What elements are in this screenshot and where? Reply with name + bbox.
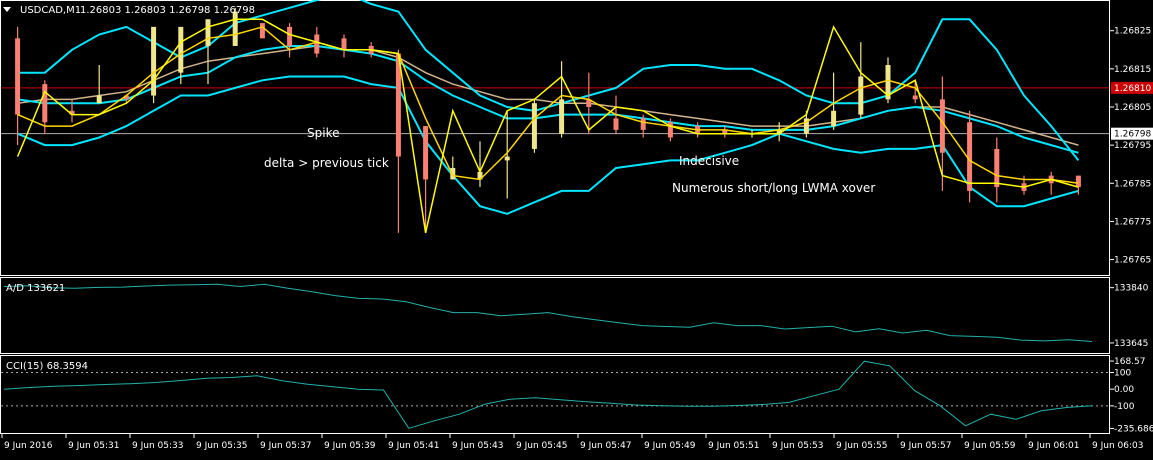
candle-body [913, 96, 918, 100]
price-tick-label: 1.26775 [1114, 217, 1151, 227]
candle-body [967, 122, 972, 191]
time-tick-label: 9 Jun 05:41 [388, 441, 439, 451]
cci-line [4, 361, 1092, 428]
candle-body [940, 99, 945, 152]
price-tick-label: 1.26765 [1114, 256, 1151, 266]
cci-label: CCI(15) 68.3594 [6, 361, 88, 372]
time-tick-label: 9 Jun 05:55 [836, 441, 887, 451]
candle-body [994, 149, 999, 187]
time-tick-label: 9 Jun 05:31 [68, 441, 119, 451]
candle-body [314, 35, 319, 54]
panel-menu-icon[interactable] [3, 7, 11, 12]
cci-panel-frame [1, 356, 1110, 434]
price-marker-label-1: 1.26798 [1114, 130, 1151, 140]
candle-body [858, 76, 863, 114]
cci-panel[interactable]: CCI(15) 68.3594 168.57 100 0.00 -100 -235.68… [1, 356, 1153, 435]
candle-body [450, 168, 455, 179]
candle-body [831, 111, 836, 126]
bollinger-middle-line [18, 46, 1079, 153]
ad-panel[interactable]: A/D 133621 133840 133645 [1, 278, 1149, 354]
candle-body [559, 99, 564, 133]
time-tick-label: 9 Jun 06:01 [1028, 441, 1079, 451]
time-tick-label: 9 Jun 05:57 [900, 441, 951, 451]
candle-body [42, 84, 47, 122]
ad-panel-frame [1, 278, 1110, 354]
price-axis: 1.26765 1.26775 1.26785 1.26795 1.26805 1.268… [1110, 27, 1153, 266]
candle-body [178, 27, 183, 73]
cci-tick-label: -100 [1114, 402, 1135, 412]
price-tick-label: 1.26815 [1114, 65, 1151, 75]
candle-body [151, 27, 156, 96]
candle-body [1076, 176, 1081, 187]
time-tick-label: 9 Jun 05:53 [772, 441, 823, 451]
cci-tick-label: -235.6865 [1114, 424, 1153, 434]
annotation-indecisive-title: Indecisive [679, 154, 739, 168]
ad-tick-label: 133645 [1114, 339, 1148, 349]
lwma-fast-line [18, 19, 1079, 233]
annotation-spike-note: delta > previous tick [264, 156, 389, 170]
time-tick-label: 9 Jun 2016 [4, 441, 53, 451]
price-tick-label: 1.26825 [1114, 27, 1151, 37]
annotation-spike-title: Spike [307, 126, 339, 140]
cci-tick-label: 168.57 [1114, 357, 1146, 367]
candle-body [505, 157, 510, 161]
cci-axis: 168.57 100 0.00 -100 -235.6865 [1110, 357, 1153, 434]
time-tick-label: 9 Jun 05:35 [196, 441, 247, 451]
candle-body [614, 118, 619, 129]
annotation-indecisive-note: Numerous short/long LWMA xover [672, 181, 875, 195]
ad-tick-label: 133840 [1114, 284, 1149, 294]
ad-axis: 133840 133645 [1110, 284, 1149, 349]
price-tick-label: 1.26795 [1114, 141, 1151, 151]
time-tick-label: 9 Jun 05:37 [260, 441, 311, 451]
candle-body [233, 12, 238, 46]
time-tick-label: 9 Jun 05:39 [324, 441, 376, 451]
cci-tick-label: 0.00 [1114, 385, 1134, 395]
time-tick-label: 9 Jun 05:59 [964, 441, 1016, 451]
price-tick-label: 1.26785 [1114, 179, 1151, 189]
symbol-label: USDCAD,M1 [20, 5, 81, 16]
candle-body [287, 27, 292, 46]
candle-body [641, 118, 646, 129]
time-tick-label: 9 Jun 05:43 [452, 441, 503, 451]
candle-body [342, 38, 347, 49]
time-tick-label: 9 Jun 05:45 [516, 441, 567, 451]
bollinger-upper-line [18, 0, 1079, 160]
price-panel[interactable]: 1.26765 1.26775 1.26785 1.26795 1.26805 1.268… [1, 0, 1153, 275]
ad-label: A/D 133621 [6, 283, 65, 294]
candle-body [97, 96, 102, 104]
time-tick-label: 9 Jun 05:33 [132, 441, 183, 451]
price-tick-label: 1.26805 [1114, 103, 1151, 113]
time-axis: 9 Jun 2016 9 Jun 05:31 9 Jun 05:33 9 Jun 05… [2, 434, 1143, 451]
price-marker-label-0: 1.26810 [1114, 84, 1151, 94]
time-tick-label: 9 Jun 05:47 [580, 441, 631, 451]
time-tick-label: 9 Jun 05:49 [644, 441, 696, 451]
candle-body [423, 126, 428, 179]
lwma-mid-line [18, 27, 1079, 183]
ohlc-readout: 1.26803 1.26803 1.26798 1.26798 [80, 5, 255, 16]
ad-line [4, 284, 1092, 341]
candle-body [260, 23, 265, 38]
time-tick-label: 9 Jun 05:51 [708, 441, 759, 451]
candle-body [532, 103, 537, 149]
candle-body [206, 19, 211, 46]
time-tick-label: 9 Jun 06:03 [1092, 441, 1143, 451]
candle-body [15, 38, 20, 114]
cci-tick-label: 100 [1114, 369, 1131, 379]
